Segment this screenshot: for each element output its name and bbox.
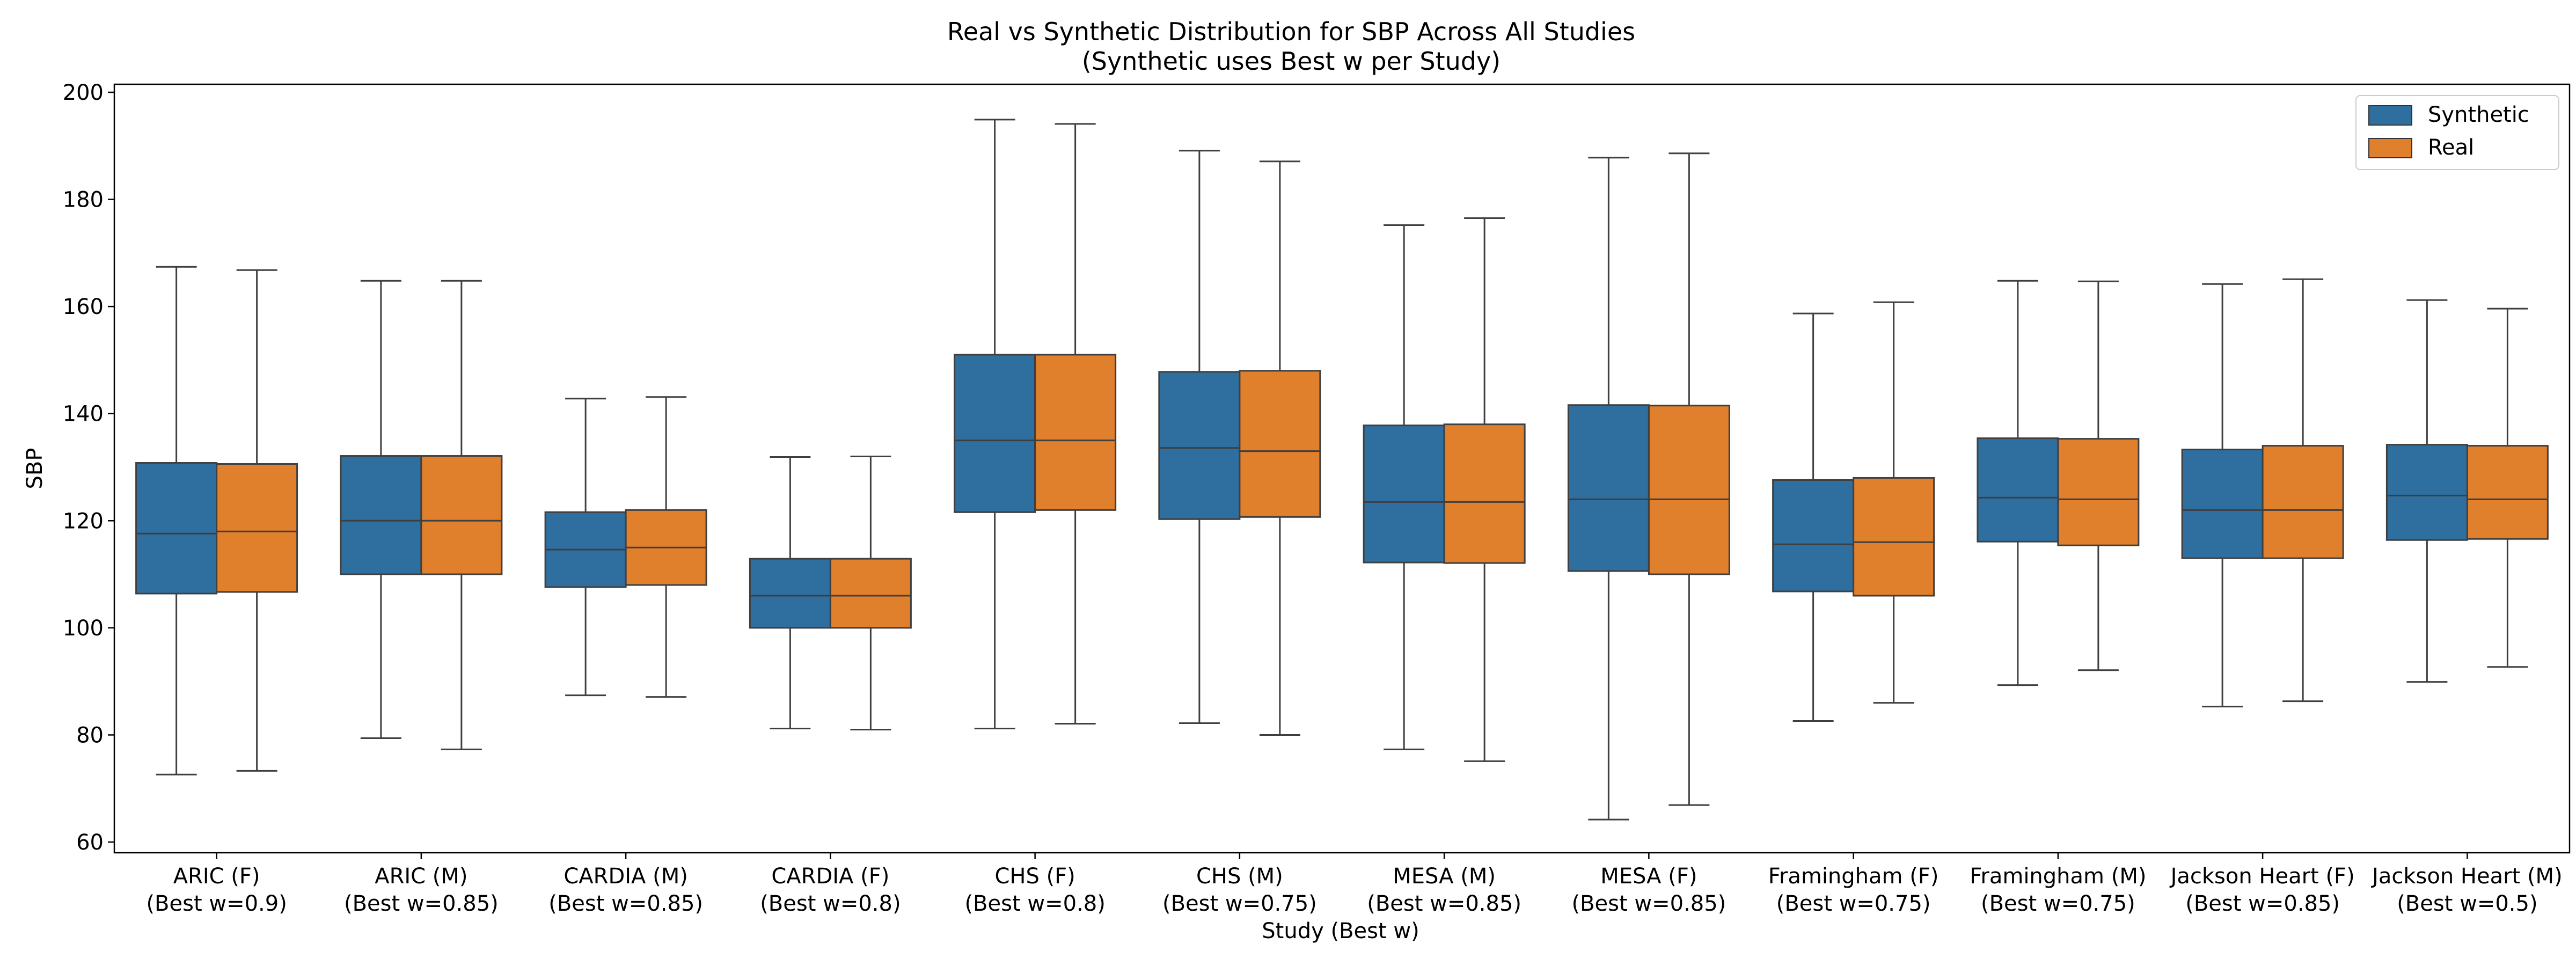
legend-label-real: Real [2428,135,2474,160]
x-tick-sublabel: (Best w=0.75) [1776,891,1931,916]
iqr-box [1363,425,1445,564]
x-tick-label: CARDIA (F) [771,864,889,889]
y-tick-label: 160 [63,295,104,319]
x-tick-label: CHS (F) [994,864,1075,889]
legend-swatch-synthetic [2368,105,2412,126]
x-tick-label: MESA (F) [1600,864,1697,889]
y-tick-label: 180 [63,188,104,213]
box-real [2262,278,2344,702]
chart-subtitle: (Synthetic uses Best w per Study) [1082,47,1501,76]
box-synthetic [544,398,627,697]
iqr-box [1034,354,1117,511]
y-tick-label: 100 [63,616,104,641]
box-real [829,456,912,730]
x-axis-label: Study (Best w) [1262,919,1419,943]
y-axis-label: SBP [23,448,47,489]
x-tick-sublabel: (Best w=0.8) [964,891,1105,916]
iqr-box [1443,423,1526,564]
plot-frame [113,83,2571,854]
iqr-box [2262,445,2344,559]
x-tick-sublabel: (Best w=0.85) [548,891,703,916]
x-tick-sublabel: (Best w=0.75) [1981,891,2135,916]
legend-label-synthetic: Synthetic [2428,103,2529,127]
iqr-box [216,463,298,593]
x-tick-sublabel: (Best w=0.5) [2397,891,2537,916]
iqr-box [1853,477,1935,597]
box-synthetic [340,280,422,739]
iqr-box [2057,438,2140,546]
iqr-box [1772,479,1855,592]
y-tick-label: 80 [76,723,104,748]
iqr-box [2385,444,2468,541]
box-real [420,280,503,750]
x-tick-sublabel: (Best w=0.85) [1367,891,1521,916]
box-real [625,396,707,698]
x-tick-label: CARDIA (M) [564,864,687,889]
box-synthetic [2181,283,2264,708]
iqr-box [1648,405,1730,575]
legend: Synthetic Real [2355,95,2559,170]
x-tick-label: ARIC (F) [173,864,260,889]
y-tick-label: 140 [63,402,104,427]
iqr-box [340,455,422,575]
box-synthetic [1363,224,1445,750]
iqr-box [1239,370,1321,518]
iqr-box [2181,449,2264,559]
box-real [1443,217,1526,762]
box-synthetic [1158,150,1241,724]
box-real [2057,280,2140,671]
box-synthetic [1567,157,1650,821]
x-tick-label: Jackson Heart (F) [2169,864,2355,889]
iqr-box [2466,445,2549,540]
x-tick-label: ARIC (M) [375,864,467,889]
legend-swatch-real [2368,138,2412,158]
chart-title: Real vs Synthetic Distribution for SBP A… [947,17,1635,46]
iqr-box [420,455,503,575]
x-tick-sublabel: (Best w=0.8) [760,891,901,916]
iqr-box [1158,371,1241,520]
box-synthetic [1772,312,1855,722]
x-axis: ARIC (F)(Best w=0.9)ARIC (M)(Best w=0.85… [146,853,2563,916]
box-synthetic [1977,280,2059,686]
x-tick-sublabel: (Best w=0.85) [344,891,499,916]
y-tick-label: 200 [63,80,104,105]
x-tick-label: Framingham (F) [1768,864,1939,889]
iqr-box [749,558,831,629]
box-real [1648,152,1730,806]
iqr-box [1567,404,1650,572]
box-real [1239,160,1321,736]
x-tick-sublabel: (Best w=0.9) [146,891,287,916]
y-axis: 60 80 100 120 140 160 180 200 [63,80,114,855]
box-synthetic [135,266,218,775]
x-tick-label: Framingham (M) [1970,864,2146,889]
x-tick-sublabel: (Best w=0.85) [2185,891,2340,916]
box-real [216,269,298,772]
x-tick-sublabel: (Best w=0.85) [1571,891,1726,916]
box-synthetic [954,119,1036,729]
x-tick-label: CHS (M) [1196,864,1283,889]
iqr-box [829,558,912,629]
boxplot-series [135,119,2549,821]
iqr-box [135,462,218,595]
box-real [1034,123,1117,725]
box-real [1853,301,1935,704]
y-tick-label: 120 [63,509,104,533]
box-real [2466,308,2549,668]
iqr-box [954,354,1036,513]
x-tick-sublabel: (Best w=0.75) [1162,891,1317,916]
box-synthetic [749,456,831,729]
x-tick-label: Jackson Heart (M) [2370,864,2563,889]
iqr-box [1977,437,2059,543]
y-tick-label: 60 [76,830,104,855]
x-tick-label: MESA (M) [1393,864,1496,889]
